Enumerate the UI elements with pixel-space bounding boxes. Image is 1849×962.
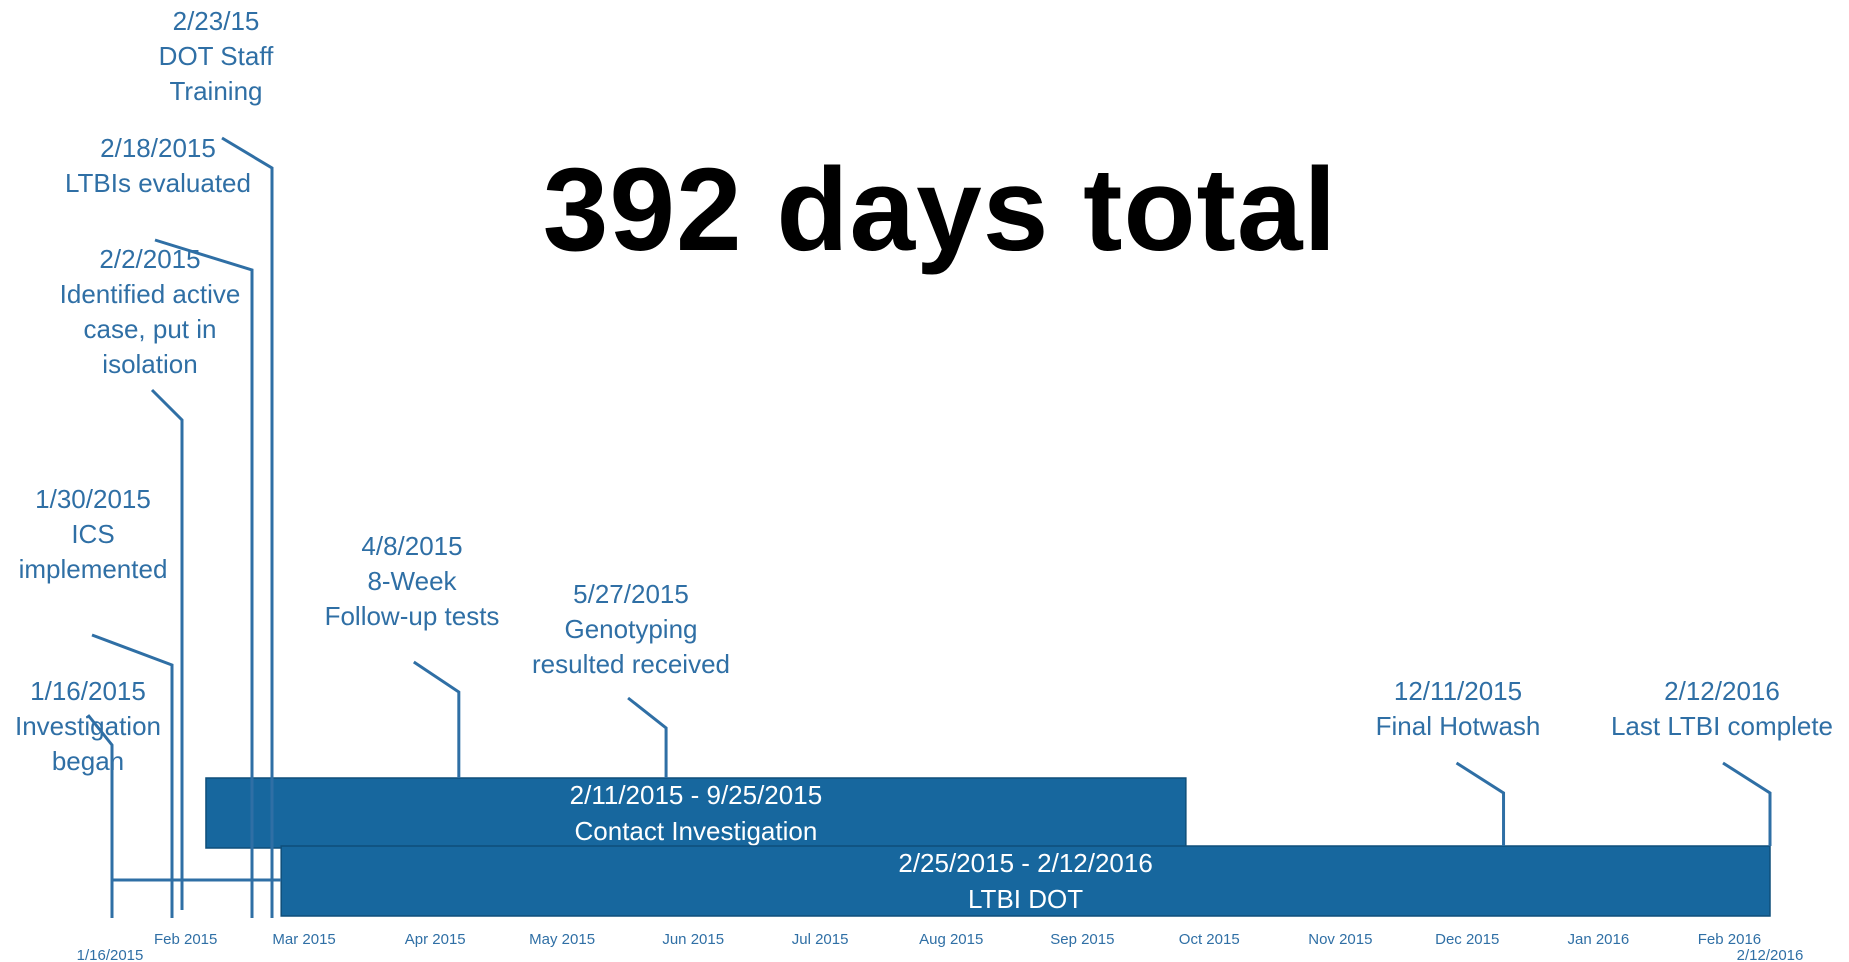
month-label: May 2015 (529, 931, 595, 948)
follow-up-tests-date: 4/8/2015 (361, 531, 462, 561)
ltbis-evaluated-text: LTBIs evaluated (65, 168, 251, 198)
active-case-identified-text: isolation (102, 349, 197, 379)
genotyping-received-date: 5/27/2015 (573, 579, 689, 609)
headline: 392 days total (542, 144, 1338, 276)
ltbi-dot-label: LTBI DOT (968, 884, 1083, 914)
follow-up-tests-leader (412, 660, 461, 778)
last-ltbi-complete-date: 2/12/2016 (1664, 676, 1780, 706)
month-label: Feb 2016 (1698, 931, 1761, 948)
last-ltbi-complete-text: Last LTBI complete (1611, 711, 1833, 741)
start-date-label: 1/16/2015 (77, 947, 144, 962)
contact-investigation-bar (205, 777, 1187, 849)
genotyping-received-leader (627, 696, 668, 778)
ics-implemented-date: 1/30/2015 (35, 484, 151, 514)
month-label: Oct 2015 (1179, 931, 1240, 948)
contact-investigation-label: Contact Investigation (575, 816, 818, 846)
month-label: Apr 2015 (405, 931, 466, 948)
dot-staff-training-leader (221, 136, 274, 918)
month-label: Nov 2015 (1308, 931, 1372, 948)
ics-implemented-leader (91, 633, 174, 918)
investigation-began-text: Investigation (15, 711, 161, 741)
month-label: Jul 2015 (792, 931, 849, 948)
dot-staff-training-text: Training (170, 76, 263, 106)
dot-staff-training-text: DOT Staff (159, 41, 274, 71)
investigation-began-text: began (52, 746, 124, 776)
month-label: Aug 2015 (919, 931, 983, 948)
end-date-label: 2/12/2016 (1737, 947, 1804, 962)
month-label: Feb 2015 (154, 931, 217, 948)
final-hotwash-leader (1455, 761, 1506, 846)
final-hotwash-text: Final Hotwash (1376, 711, 1541, 741)
ics-implemented-text: ICS (71, 519, 114, 549)
ltbis-evaluated-leader (154, 238, 254, 918)
month-label: Dec 2015 (1435, 931, 1499, 948)
final-hotwash-date: 12/11/2015 (1394, 676, 1522, 706)
ltbis-evaluated-date: 2/18/2015 (100, 133, 216, 163)
contact-investigation-dates: 2/11/2015 - 9/25/2015 (570, 780, 823, 810)
month-label: Jan 2016 (1567, 931, 1629, 948)
investigation-began-leader (86, 714, 114, 918)
month-label: Sep 2015 (1050, 931, 1114, 948)
active-case-identified-text: Identified active (60, 279, 241, 309)
last-ltbi-complete-leader (1722, 761, 1772, 846)
ics-implemented-text: implemented (19, 554, 168, 584)
active-case-identified-text: case, put in (84, 314, 217, 344)
month-label: Jun 2015 (662, 931, 724, 948)
active-case-identified-leader (150, 388, 184, 910)
dot-staff-training-date: 2/23/15 (173, 6, 260, 36)
genotyping-received-text: resulted received (532, 649, 730, 679)
month-label: Mar 2015 (272, 931, 335, 948)
follow-up-tests-text: Follow-up tests (325, 601, 500, 631)
ltbi-dot-dates: 2/25/2015 - 2/12/2016 (898, 848, 1152, 878)
genotyping-received-text: Genotyping (565, 614, 698, 644)
follow-up-tests-text: 8-Week (367, 566, 457, 596)
investigation-began-date: 1/16/2015 (30, 676, 146, 706)
